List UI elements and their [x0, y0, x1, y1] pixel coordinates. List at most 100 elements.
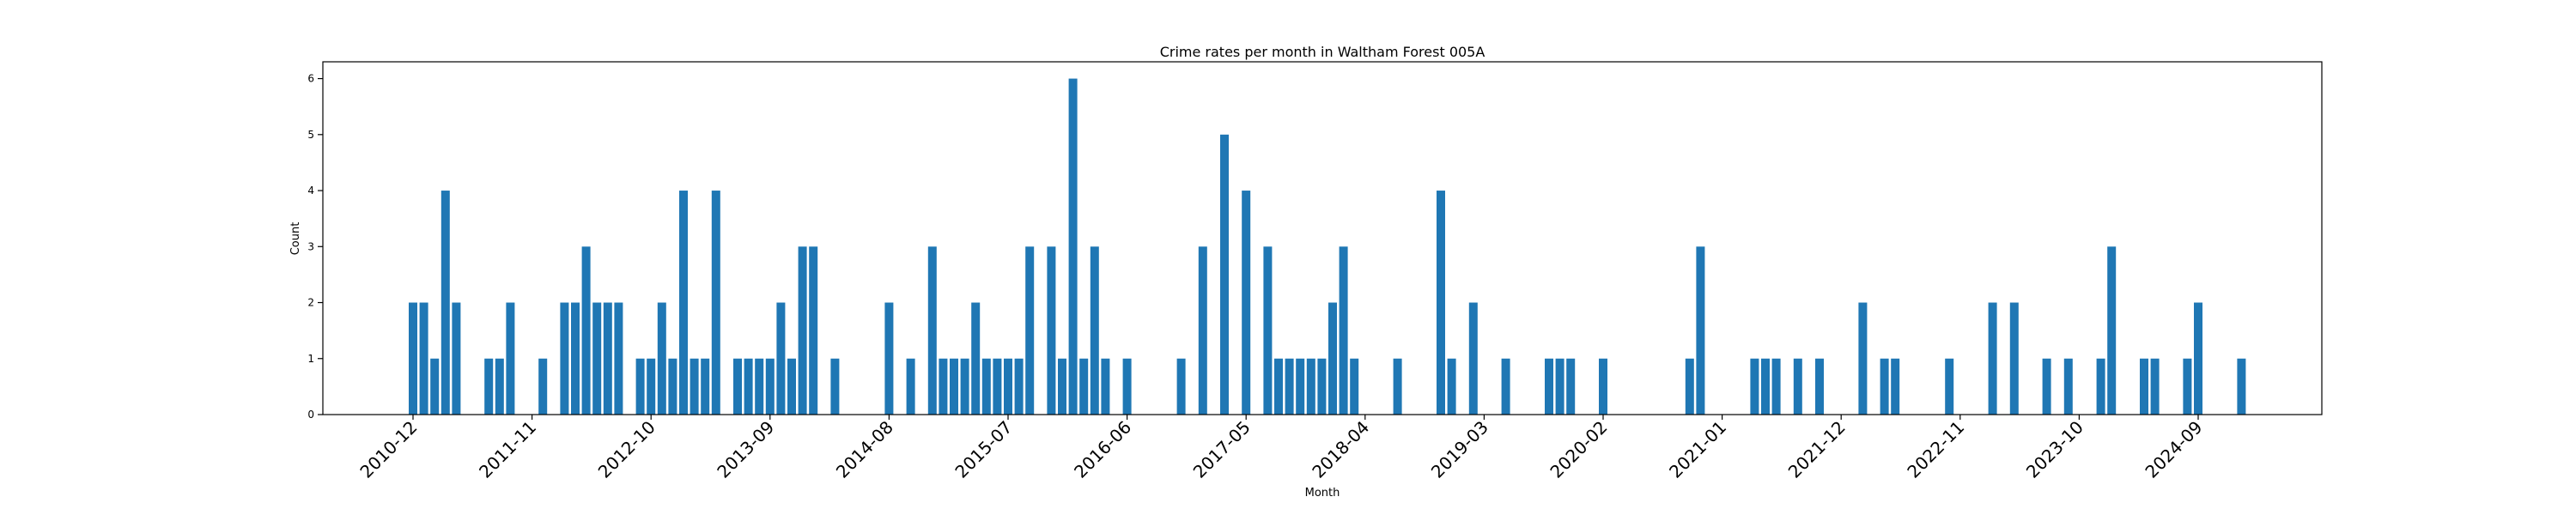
bar [668, 358, 677, 415]
y-tick-label: 4 [307, 185, 314, 197]
bar [1393, 358, 1402, 415]
bar [1771, 358, 1781, 415]
bar [1350, 358, 1359, 415]
bar [484, 358, 494, 415]
bar [1858, 302, 1868, 415]
x-tick-label: 2021-12 [1784, 417, 1850, 482]
bar [1815, 358, 1824, 415]
y-tick-label: 1 [307, 353, 314, 365]
bar [765, 358, 775, 415]
x-tick-label: 2024-09 [2141, 417, 2206, 482]
bar [1437, 191, 1445, 415]
bar [960, 358, 969, 415]
bar [2042, 358, 2051, 415]
bar [733, 358, 742, 415]
plot-area-frame [322, 61, 2323, 415]
bar [1685, 358, 1694, 415]
bar [906, 358, 915, 415]
bar [711, 191, 720, 415]
x-axis-label: Month [1305, 487, 1340, 500]
bar [1696, 246, 1705, 415]
x-tick-label: 2017-05 [1189, 417, 1255, 482]
bar [1047, 246, 1056, 415]
bar [798, 246, 807, 415]
bar [1025, 246, 1035, 415]
y-tick-label: 3 [307, 240, 314, 252]
bar [657, 302, 666, 415]
bar [950, 358, 958, 415]
bar [776, 302, 786, 415]
x-tick-label: 2021-01 [1665, 417, 1730, 482]
bar [809, 246, 818, 415]
x-tick-label: 2012-10 [594, 417, 659, 482]
bar [755, 358, 764, 415]
x-tick-label: 2023-10 [2022, 417, 2087, 482]
bar [1891, 358, 1900, 415]
bar [2107, 246, 2117, 415]
bar [1058, 358, 1066, 415]
x-tick-label: 2013-09 [713, 417, 778, 482]
bar [1566, 358, 1576, 415]
y-tick-label: 0 [307, 409, 314, 421]
bar [2150, 358, 2160, 415]
bar [1068, 78, 1078, 415]
bar [1945, 358, 1954, 415]
bar [1468, 302, 1478, 415]
bar [1545, 358, 1553, 415]
bar [744, 358, 753, 415]
x-tick-label: 2022-11 [1903, 417, 1968, 482]
bar [1793, 358, 1802, 415]
bar [1014, 358, 1024, 415]
bar [1176, 358, 1186, 415]
chart-title: Crime rates per month in Waltham Forest … [1160, 44, 1485, 60]
bar [506, 302, 515, 415]
bar [1101, 358, 1110, 415]
bar [1306, 358, 1315, 415]
bar [1242, 191, 1251, 415]
bar [701, 358, 710, 415]
bar [440, 191, 450, 415]
y-axis: 0 1 2 3 4 5 6 [307, 73, 323, 421]
bar [2096, 358, 2105, 415]
bar [1447, 358, 1456, 415]
bar [1555, 358, 1564, 415]
bar [993, 358, 1002, 415]
bar [830, 358, 840, 415]
bar [581, 246, 591, 415]
y-tick-label: 2 [307, 297, 314, 309]
bar [939, 358, 948, 415]
bar [884, 302, 894, 415]
bar [2063, 358, 2073, 415]
y-tick-label: 5 [307, 129, 314, 141]
bar [1339, 246, 1348, 415]
bar [2140, 358, 2148, 415]
bar [1122, 358, 1132, 415]
bar [647, 358, 656, 415]
x-tick-label: 2020-02 [1546, 417, 1611, 482]
bar [2183, 358, 2192, 415]
bar [787, 358, 796, 415]
bar [1761, 358, 1770, 415]
bar [690, 358, 699, 415]
bar [603, 302, 612, 415]
bar [1880, 358, 1889, 415]
bar [1317, 358, 1327, 415]
x-tick-label: 2010-12 [355, 417, 421, 482]
bar [495, 358, 504, 415]
bar [560, 302, 569, 415]
bar [592, 302, 602, 415]
bar [538, 358, 548, 415]
bar [1220, 134, 1229, 415]
bar [927, 246, 937, 415]
bar [1274, 358, 1283, 415]
x-tick-label: 2014-08 [832, 417, 897, 482]
bar [1285, 358, 1294, 415]
bar [1599, 358, 1607, 415]
x-tick-label: 2016-06 [1070, 417, 1135, 482]
bar [2194, 302, 2202, 415]
bar [571, 302, 580, 415]
bar [635, 358, 645, 415]
bar [430, 358, 440, 415]
bar [1750, 358, 1759, 415]
